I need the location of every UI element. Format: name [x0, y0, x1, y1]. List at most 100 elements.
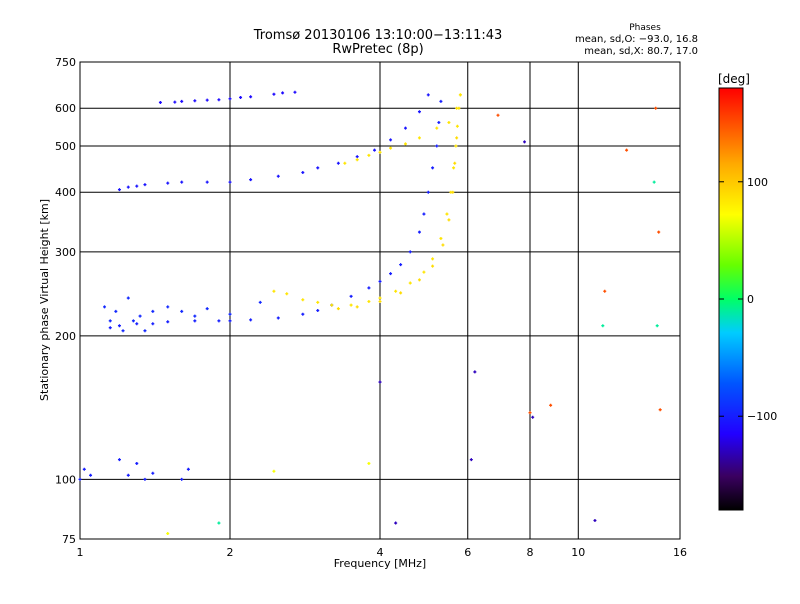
data-point — [173, 100, 177, 104]
data-point — [131, 319, 135, 323]
y-tick-label: 500 — [55, 140, 76, 153]
data-point — [180, 477, 184, 481]
data-point — [367, 153, 371, 157]
data-point — [117, 188, 121, 192]
data-point — [272, 92, 276, 96]
data-point — [417, 136, 421, 140]
data-point — [367, 286, 371, 290]
trace-6 — [272, 93, 462, 307]
stats-title: Phases — [629, 23, 661, 33]
data-point — [166, 320, 170, 324]
trace-11 — [217, 180, 659, 525]
data-point — [408, 281, 412, 285]
data-point — [138, 314, 142, 318]
x-tick-label: 10 — [571, 546, 585, 559]
data-point — [166, 532, 170, 536]
data-point — [399, 263, 403, 267]
data-point — [276, 316, 280, 320]
x-tick-label: 6 — [464, 546, 471, 559]
data-point — [454, 144, 458, 148]
data-point — [445, 212, 449, 216]
chart-subtitle: RwPretec (8p) — [332, 42, 423, 57]
trace-1 — [117, 93, 430, 192]
data-point — [523, 140, 527, 144]
x-tick-label: 1 — [77, 546, 84, 559]
x-tick-label: 4 — [377, 546, 384, 559]
data-point — [285, 292, 289, 296]
data-point — [316, 300, 320, 304]
data-point — [447, 121, 451, 125]
data-point — [453, 161, 457, 165]
y-tick-label: 200 — [55, 330, 76, 343]
data-point — [180, 309, 184, 313]
data-point — [426, 93, 430, 97]
data-point — [108, 319, 112, 323]
data-point — [531, 415, 535, 419]
data-point — [135, 461, 139, 465]
data-point — [603, 289, 607, 293]
stats-line-x: mean, sd,X: 80.7, 17.0 — [584, 46, 698, 57]
data-point — [349, 294, 353, 298]
data-point — [399, 291, 403, 295]
y-tick-label: 400 — [55, 186, 76, 199]
colorbar-tick-label: −100 — [747, 410, 777, 423]
data-point — [151, 309, 155, 313]
data-points — [78, 90, 662, 536]
data-point — [108, 326, 112, 330]
data-point — [135, 322, 139, 326]
data-point — [82, 467, 86, 471]
data-point — [625, 148, 629, 152]
data-point — [89, 473, 93, 477]
data-point — [228, 180, 232, 184]
data-point — [239, 95, 243, 99]
data-point — [249, 95, 253, 99]
y-tick-label: 300 — [55, 246, 76, 259]
data-point — [158, 100, 162, 104]
data-point — [258, 300, 262, 304]
data-point — [217, 319, 221, 323]
data-point — [336, 307, 340, 311]
data-point — [593, 519, 597, 523]
data-point — [143, 477, 147, 481]
data-point — [166, 305, 170, 309]
data-point — [78, 477, 82, 481]
data-point — [193, 99, 197, 103]
data-point — [343, 161, 347, 165]
colorbar-ticks: 100 0 −100 — [719, 176, 777, 423]
data-point — [439, 99, 443, 103]
data-point — [403, 142, 407, 146]
data-point — [422, 270, 426, 274]
data-point — [205, 98, 209, 102]
data-point — [431, 257, 435, 261]
colorbar-tick-label: 100 — [747, 176, 768, 189]
data-point — [658, 408, 662, 412]
data-point — [394, 289, 398, 293]
data-point — [457, 106, 461, 110]
data-point — [389, 272, 393, 276]
chart-title: Tromsø 20130106 13:10:00−13:11:43 — [253, 28, 503, 43]
data-point — [422, 212, 426, 216]
data-point — [601, 324, 605, 328]
data-point — [657, 230, 661, 234]
data-point — [441, 243, 445, 247]
data-point — [249, 178, 253, 182]
data-point — [417, 230, 421, 234]
data-point — [205, 180, 209, 184]
data-point — [217, 521, 221, 525]
data-point — [151, 322, 155, 326]
data-point — [135, 184, 139, 188]
data-point — [473, 370, 477, 374]
data-point — [301, 298, 305, 302]
data-point — [447, 218, 451, 222]
colorbar-label: [deg] — [718, 72, 750, 86]
data-point — [373, 148, 377, 152]
data-point — [389, 146, 393, 150]
data-point — [126, 473, 130, 477]
data-point — [249, 318, 253, 322]
y-tick-label: 600 — [55, 102, 76, 115]
data-point — [193, 314, 197, 318]
data-point — [435, 126, 439, 130]
data-point — [439, 236, 443, 240]
data-point — [126, 185, 130, 189]
data-point — [272, 289, 276, 293]
